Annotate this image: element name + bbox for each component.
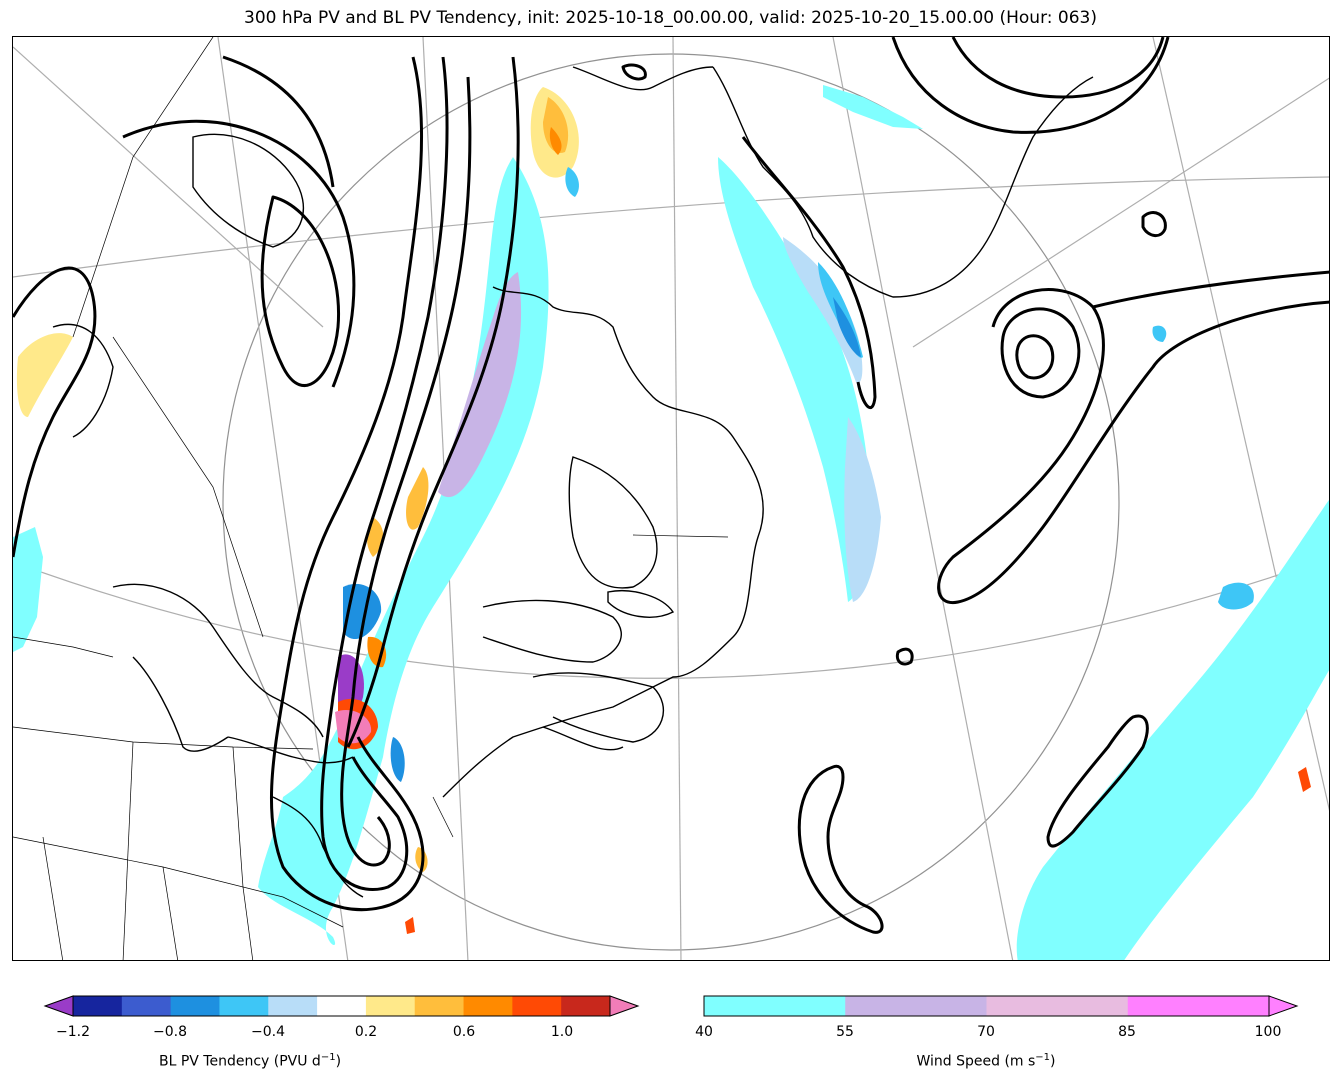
pv-colorbar-bin bbox=[414, 996, 465, 1016]
wind-colorbar-bin bbox=[986, 996, 1129, 1016]
pv-contour-trough-inner bbox=[346, 56, 520, 748]
pv-contour-small-3 bbox=[621, 63, 647, 81]
pv-colorbar-bin bbox=[268, 996, 318, 1016]
pv-tendency-colorbar bbox=[43, 995, 640, 1017]
pos-tendency-max bbox=[335, 709, 372, 744]
pv-colorbar-extend-high bbox=[609, 995, 640, 1017]
neg-tendency-south bbox=[844, 417, 881, 602]
plot-title: 300 hPa PV and BL PV Tendency, init: 202… bbox=[244, 8, 1097, 28]
pv-contour-ridge-2 bbox=[222, 55, 335, 188]
coastlines bbox=[52, 66, 1094, 898]
pv-colorbar-bin bbox=[170, 996, 220, 1016]
jet-streak-greenland bbox=[718, 157, 871, 602]
pv-contour-trough-3 bbox=[340, 76, 472, 867]
map-panel bbox=[12, 36, 1330, 961]
jet-streak-west bbox=[13, 527, 43, 652]
pv-tendency-colorbar-svg bbox=[43, 995, 640, 1017]
wind-colorbar-extend-high bbox=[1268, 995, 1299, 1017]
pv-contour-cutoff-inner bbox=[1015, 334, 1055, 380]
pv-contour-trough-2 bbox=[320, 56, 449, 892]
pv-tendency-colorbar-label: BL PV Tendency (PVU d−1) bbox=[158, 1052, 342, 1070]
pv-tick-4: 0.6 bbox=[452, 1024, 476, 1040]
jet-streak-main bbox=[258, 157, 549, 946]
pv-contour-north-2 bbox=[891, 37, 1170, 134]
neg-tendency-east bbox=[390, 737, 405, 782]
wind-speed-colorbar-label: Wind Speed (m s−1) bbox=[916, 1052, 1056, 1070]
pos-tendency-ocean bbox=[405, 917, 415, 934]
pos-tendency-labrador-max bbox=[549, 127, 562, 155]
map-svg bbox=[13, 37, 1329, 960]
neg-tendency-atlantic bbox=[1218, 582, 1254, 610]
pv-colorbar-bin bbox=[512, 996, 562, 1016]
pv-tick-3: 0.2 bbox=[354, 1024, 378, 1040]
wind-speed-colorbar-svg bbox=[703, 995, 1299, 1017]
wind-colorbar-bin bbox=[1127, 996, 1270, 1016]
jet-streak-atlantic bbox=[1016, 499, 1329, 960]
pv-tick-1: −0.8 bbox=[153, 1024, 187, 1040]
pv-colorbar-bin bbox=[463, 996, 513, 1016]
wind-colorbar-bin bbox=[704, 996, 846, 1016]
wind-speed-shading bbox=[13, 85, 1329, 960]
jet-streak-greenland-north bbox=[823, 85, 923, 129]
neg-tendency-greenland bbox=[783, 237, 863, 383]
wind-colorbar-frame bbox=[703, 995, 1270, 1017]
pv-contour-cutoff-2 bbox=[1000, 307, 1081, 399]
pv-colorbar-bin bbox=[219, 996, 269, 1016]
pos-tendency-labrador-core bbox=[543, 97, 569, 153]
pos-tendency-east bbox=[367, 636, 387, 668]
pos-tendency-quebec bbox=[406, 467, 429, 530]
neg-tendency-small bbox=[1152, 325, 1167, 342]
pv-contour-ridge-upper bbox=[122, 119, 356, 388]
pv-contour-cutoff-outer bbox=[991, 270, 1329, 328]
pv-tick-5: 1.0 bbox=[550, 1024, 574, 1040]
neg-tendency-greenland-max bbox=[833, 297, 861, 357]
pv-colorbar-bin bbox=[317, 996, 367, 1016]
pv-colorbar-bin bbox=[561, 996, 611, 1016]
pv-contour-north bbox=[951, 37, 1165, 99]
pv-contour-greenland bbox=[741, 136, 877, 410]
pv-colorbar-extend-low bbox=[43, 995, 74, 1017]
political-borders bbox=[13, 37, 729, 960]
pv-tick-2: −0.4 bbox=[251, 1024, 285, 1040]
pv-tick-0: −1.2 bbox=[56, 1024, 90, 1040]
wind-tick-0: 40 bbox=[695, 1024, 713, 1040]
pv-contour-west-loop bbox=[13, 266, 97, 558]
pos-tendency-atlantic bbox=[1298, 767, 1311, 792]
pv-contour-small-2 bbox=[895, 647, 914, 666]
wind-colorbar-bin bbox=[845, 996, 987, 1016]
pv-contour-cutoff-tail bbox=[937, 300, 1329, 604]
pos-tendency-west bbox=[16, 333, 73, 417]
neg-tendency-labrador bbox=[565, 167, 579, 197]
pv-contour-atlantic-blob bbox=[1046, 714, 1149, 848]
pv-contours bbox=[13, 37, 1329, 934]
pv-contour-small-1 bbox=[1141, 211, 1167, 237]
pv-contour-west-ridge bbox=[260, 195, 341, 388]
pv-colorbar-bin bbox=[121, 996, 172, 1016]
wind-tick-4: 100 bbox=[1254, 1024, 1282, 1040]
pv-contour-trough-outer bbox=[269, 56, 425, 912]
pv-colorbar-bin bbox=[73, 996, 123, 1016]
pv-colorbar-frame bbox=[72, 995, 611, 1017]
wind-tick-3: 85 bbox=[1118, 1024, 1136, 1040]
pv-colorbar-bin bbox=[365, 996, 416, 1016]
graticule bbox=[13, 37, 1329, 960]
pv-contour-hook bbox=[797, 764, 884, 934]
wind-tick-2: 70 bbox=[977, 1024, 995, 1040]
pos-tendency-coast bbox=[415, 847, 428, 872]
wind-speed-colorbar bbox=[703, 995, 1299, 1017]
wind-tick-1: 55 bbox=[836, 1024, 854, 1040]
